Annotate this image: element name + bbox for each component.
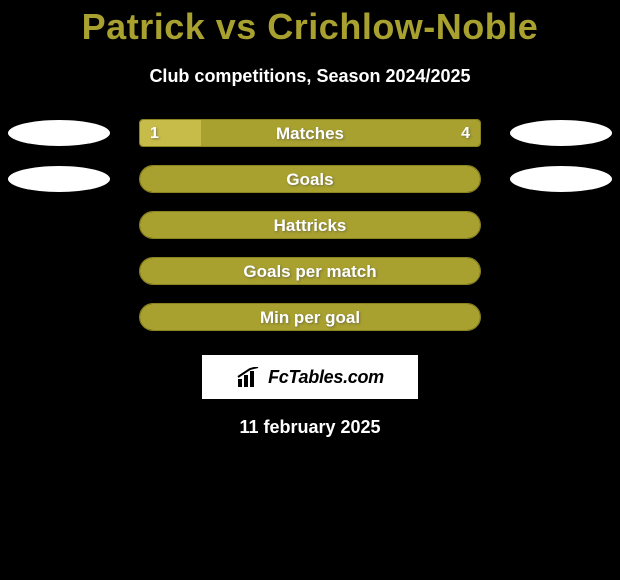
comparison-rows: Matches14 Goals Hattricks Goals per match Mi… [0, 119, 620, 331]
comparison-row: Hattricks [0, 211, 620, 239]
player-right-marker [510, 166, 612, 192]
stat-bar-right [140, 212, 480, 238]
stat-bar-right [201, 120, 480, 146]
comparison-row: Goals [0, 165, 620, 193]
stat-bar-right [140, 166, 480, 192]
stat-bar: Min per goal [139, 303, 481, 331]
logo-text: FcTables.com [268, 367, 384, 388]
comparison-row: Min per goal [0, 303, 620, 331]
player-right-marker [510, 120, 612, 146]
stat-bar: Matches14 [139, 119, 481, 147]
comparison-row: Goals per match [0, 257, 620, 285]
chart-icon [236, 367, 262, 387]
stat-bar-right [140, 304, 480, 330]
comparison-row: Matches14 [0, 119, 620, 147]
logo-box: FcTables.com [202, 355, 418, 399]
player-left-marker [8, 120, 110, 146]
stat-bar: Hattricks [139, 211, 481, 239]
stat-bar: Goals [139, 165, 481, 193]
comparison-infographic: Patrick vs Crichlow-Noble Club competiti… [0, 0, 620, 580]
player-left-marker [8, 166, 110, 192]
footer-date: 11 february 2025 [0, 417, 620, 438]
stat-bar-left [140, 120, 201, 146]
stat-bar: Goals per match [139, 257, 481, 285]
stat-bar-right [140, 258, 480, 284]
page-subtitle: Club competitions, Season 2024/2025 [0, 66, 620, 87]
page-title: Patrick vs Crichlow-Noble [0, 0, 620, 48]
